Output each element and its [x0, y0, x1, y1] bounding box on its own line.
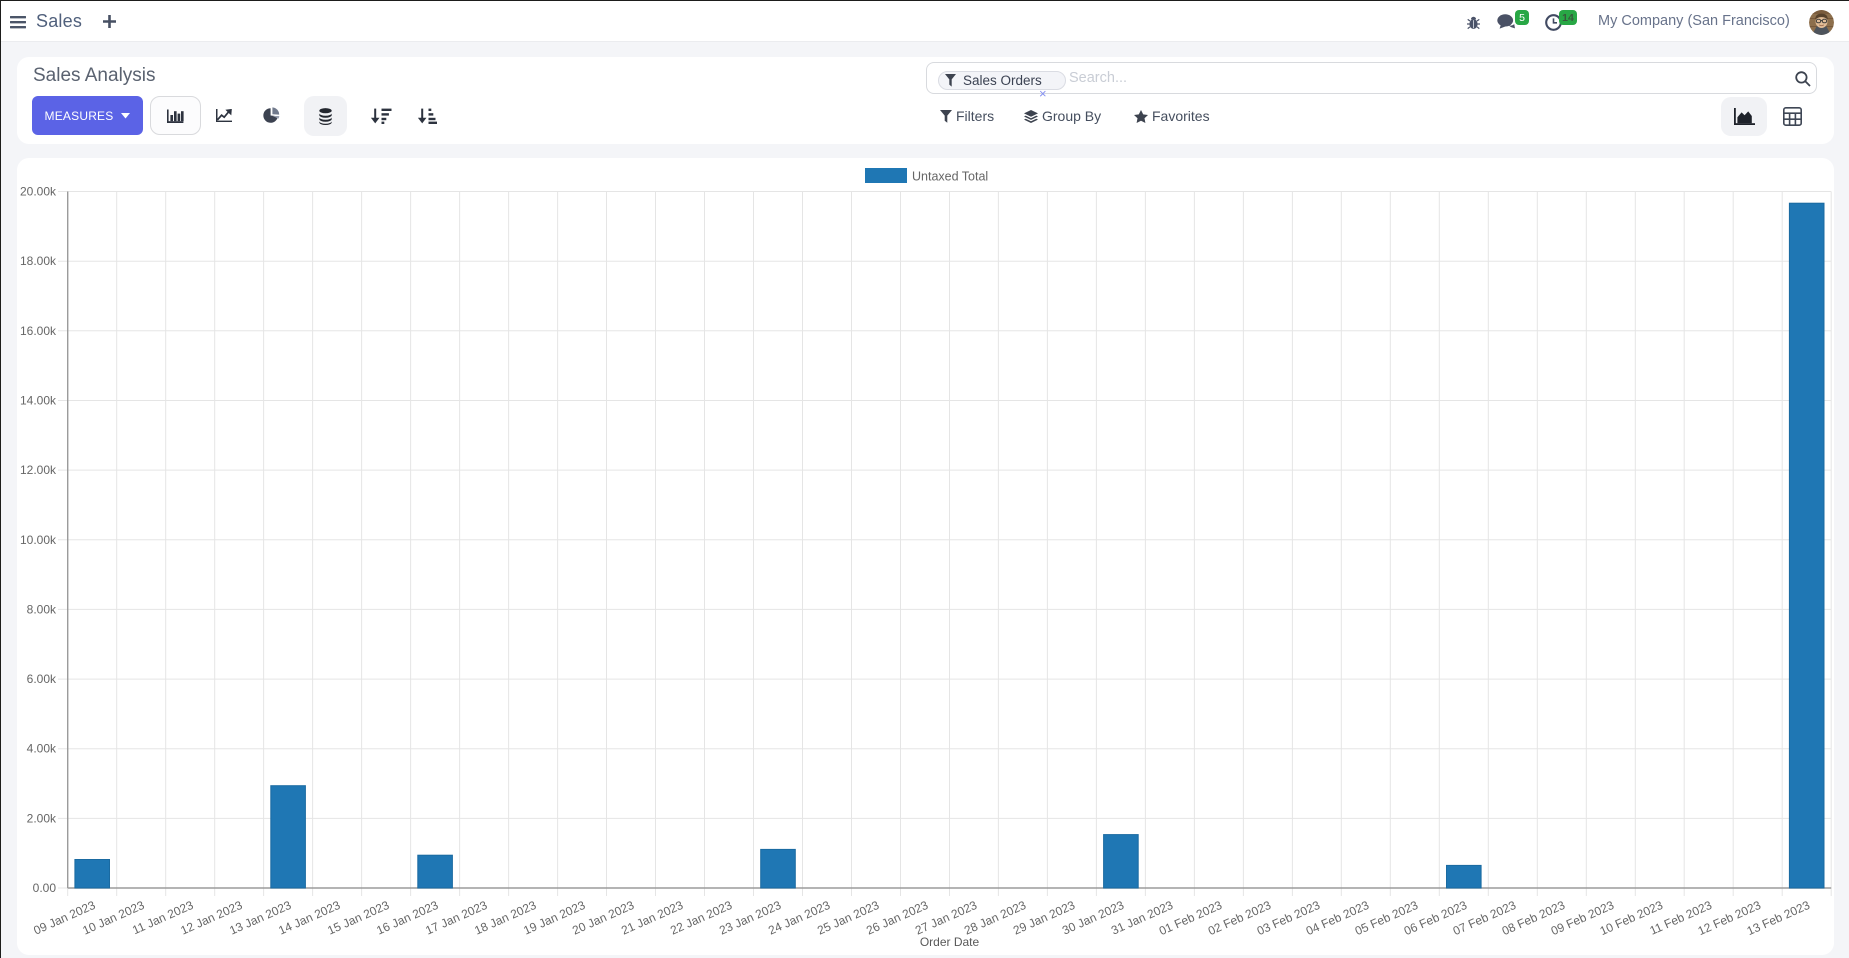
svg-text:14.00k: 14.00k: [20, 394, 57, 408]
svg-text:6.00k: 6.00k: [27, 672, 57, 686]
svg-text:10.00k: 10.00k: [20, 533, 57, 547]
svg-text:20.00k: 20.00k: [20, 185, 57, 199]
svg-text:Order Date: Order Date: [920, 935, 980, 949]
svg-text:8.00k: 8.00k: [27, 602, 57, 616]
svg-text:Untaxed Total: Untaxed Total: [912, 170, 988, 184]
svg-text:2.00k: 2.00k: [27, 811, 57, 825]
svg-text:18.00k: 18.00k: [20, 254, 57, 268]
svg-text:4.00k: 4.00k: [27, 742, 57, 756]
svg-text:0.00: 0.00: [33, 881, 57, 895]
svg-text:16.00k: 16.00k: [20, 324, 57, 338]
svg-text:12.00k: 12.00k: [20, 463, 57, 477]
